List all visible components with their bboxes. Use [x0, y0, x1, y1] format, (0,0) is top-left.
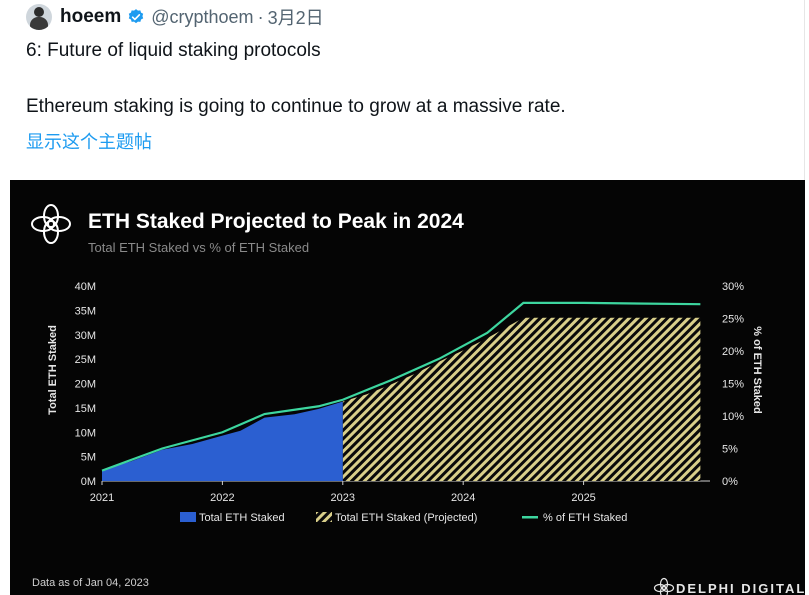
series-actual-area [102, 401, 343, 481]
chart-image[interactable]: ETH Staked Projected to Peak in 2024 Tot… [10, 180, 805, 595]
y-tick-label: 30M [75, 330, 96, 342]
chart-subtitle: Total ETH Staked vs % of ETH Staked [88, 240, 309, 255]
divider [804, 0, 805, 180]
y2-tick-label: 15% [722, 379, 744, 391]
legend-item: % of ETH Staked [543, 512, 627, 524]
verified-badge-icon [129, 9, 144, 24]
brand-logo: DELPHI DIGITAL [653, 577, 805, 595]
legend-swatch-actual [180, 512, 196, 522]
x-tick-label: 2025 [571, 492, 595, 504]
chart: ETH Staked Projected to Peak in 2024 Tot… [31, 204, 805, 595]
y-tick-label: 40M [75, 281, 96, 293]
show-thread-link[interactable]: 显示这个主题帖 [26, 132, 152, 152]
brand-name: DELPHI DIGITAL [676, 581, 805, 595]
y2-tick-label: 0% [722, 476, 738, 488]
legend-item: Total ETH Staked [199, 512, 285, 524]
plot-area: 0M 5M 10M 15M 20M 25M 30M 35M 40M 0% 5% 10% 15% 20% 25… [75, 281, 745, 504]
y2-tick-label: 25% [722, 314, 744, 326]
avatar[interactable] [26, 4, 52, 30]
y-tick-label: 20M [75, 379, 96, 391]
separator: · [257, 6, 264, 27]
y2-tick-label: 20% [722, 346, 744, 358]
y-tick-label: 35M [75, 305, 96, 317]
x-tick-label: 2021 [90, 492, 114, 504]
y-tick-label: 0M [81, 476, 96, 488]
tweet-text-line-2: Ethereum staking is going to continue to… [26, 96, 566, 117]
y-tick-label: 5M [81, 452, 96, 464]
x-tick-label: 2023 [331, 492, 355, 504]
author-name[interactable]: hoeem [60, 6, 122, 27]
y-tick-label: 25M [75, 354, 96, 366]
legend-swatch-projected [316, 512, 332, 522]
chart-title: ETH Staked Projected to Peak in 2024 [88, 210, 464, 233]
series-projected-area [342, 317, 701, 481]
data-note: Data as of Jan 04, 2023 [32, 577, 149, 589]
tweet-text-line-1: 6: Future of liquid staking protocols [26, 40, 321, 61]
delphi-flower-icon [31, 204, 71, 244]
tweet-date[interactable]: 3月2日 [267, 8, 324, 28]
series-pct-line [101, 301, 701, 472]
y2-tick-label: 5% [722, 444, 738, 456]
x-tick-label: 2024 [451, 492, 475, 504]
y2-axis-label: % of ETH Staked [751, 326, 763, 413]
x-tick-label: 2022 [210, 492, 234, 504]
y-axis-label: Total ETH Staked [47, 325, 59, 415]
legend-swatch-pct [522, 516, 538, 519]
legend: Total ETH Staked Total ETH Staked (Proje… [180, 512, 627, 524]
y-tick-label: 10M [75, 427, 96, 439]
author-handle[interactable]: @crypthoem [151, 6, 254, 27]
legend-item: Total ETH Staked (Projected) [335, 512, 477, 524]
tweet-header: hoeem @crypthoem · 3月2日 [26, 4, 324, 30]
y2-tick-label: 30% [722, 281, 744, 293]
y2-tick-label: 10% [722, 411, 744, 423]
y-tick-label: 15M [75, 403, 96, 415]
